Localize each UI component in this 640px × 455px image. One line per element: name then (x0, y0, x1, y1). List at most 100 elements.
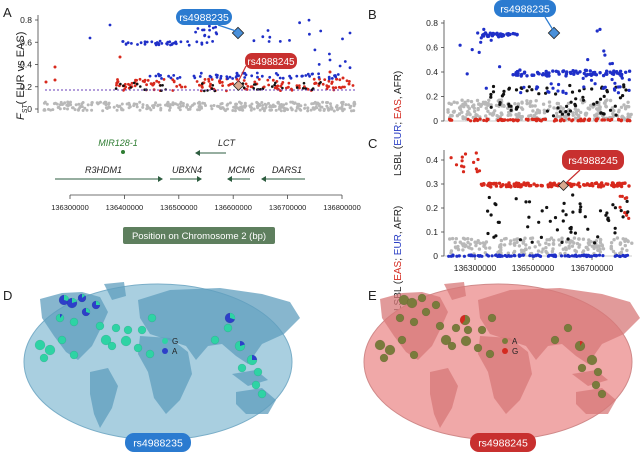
data-point (484, 240, 489, 244)
data-point (303, 106, 307, 110)
data-point (502, 89, 506, 93)
data-point (124, 42, 128, 46)
data-point (233, 109, 237, 113)
data-point (573, 231, 578, 235)
data-point (141, 103, 145, 107)
data-point (603, 53, 607, 57)
data-point (119, 82, 122, 86)
data-point (160, 42, 164, 45)
population-pie (379, 353, 389, 363)
data-point (564, 91, 568, 95)
snp-badge-e: rs4988245 (470, 433, 536, 452)
data-point (579, 205, 583, 209)
population-pie (39, 353, 49, 363)
data-point (610, 106, 615, 110)
data-point (601, 254, 605, 258)
data-point (81, 109, 85, 112)
data-point (524, 243, 528, 247)
population-pie (447, 341, 457, 351)
data-point (613, 226, 617, 230)
data-point (201, 28, 204, 32)
data-point (298, 107, 302, 111)
data-point (507, 87, 511, 91)
gene-label-lct: LCT (218, 138, 237, 148)
data-point (226, 107, 229, 111)
data-point (494, 184, 499, 188)
x-tick-label: 136600000 (214, 203, 252, 212)
data-point (537, 92, 541, 96)
data-point (66, 107, 69, 111)
data-point (482, 32, 486, 37)
ylabel-part: , AFR) (393, 206, 404, 234)
data-point (145, 40, 149, 44)
population-pie (111, 323, 121, 333)
data-point (257, 78, 261, 81)
panel-b: B LSBL (EUR; EAS, AFR) 0 0.2 0.4 0.6 0.8 rs4… (368, 0, 633, 176)
data-point (530, 236, 535, 240)
data-point (185, 104, 189, 107)
population-pie (69, 317, 79, 327)
data-point (316, 101, 320, 105)
data-point (219, 77, 223, 80)
data-point (544, 249, 548, 254)
data-point (518, 238, 523, 242)
data-point (539, 119, 543, 123)
gene-label-ubxn4: UBXN4 (172, 165, 202, 175)
data-point (141, 79, 145, 83)
data-point (121, 40, 125, 43)
data-point (608, 118, 612, 122)
data-point (570, 90, 575, 94)
data-point (78, 106, 82, 110)
data-point (571, 113, 575, 117)
data-point (517, 181, 521, 186)
y-tick-label: 0.2 (426, 203, 438, 213)
data-point (347, 82, 351, 86)
svg-text:rs4988235: rs4988235 (179, 12, 229, 24)
ylabel-part: ; (393, 119, 404, 125)
data-point (577, 89, 582, 93)
data-point (519, 184, 523, 189)
population-pie (417, 293, 427, 303)
data-point (478, 241, 482, 245)
world-map-e (363, 282, 640, 441)
data-point (485, 253, 489, 257)
data-point (476, 31, 480, 35)
data-point (468, 112, 472, 117)
data-point (526, 181, 530, 185)
data-point (528, 254, 532, 258)
data-point (186, 40, 190, 43)
data-point (334, 86, 338, 89)
data-point (618, 96, 623, 100)
data-point (449, 156, 453, 160)
data-point (469, 119, 473, 123)
data-point (600, 243, 604, 247)
data-point (544, 246, 548, 250)
data-point (58, 103, 62, 107)
data-point (549, 184, 554, 188)
data-point (466, 117, 470, 121)
population-pie (100, 334, 112, 346)
data-point (65, 103, 69, 107)
y-tick-label: 0.2 (20, 82, 32, 92)
data-point (596, 108, 600, 112)
data-point (198, 83, 201, 87)
data-point (330, 77, 334, 80)
data-point (499, 111, 503, 115)
data-point (328, 52, 331, 56)
data-point (117, 105, 121, 109)
data-point (566, 101, 571, 106)
data-point (523, 236, 527, 240)
data-point (301, 87, 305, 90)
population-pie (435, 321, 445, 331)
data-point (575, 241, 580, 246)
data-point (557, 238, 561, 242)
data-point (258, 103, 262, 107)
data-point (578, 208, 582, 212)
data-point (540, 184, 544, 188)
data-point (626, 239, 630, 244)
data-point (252, 83, 256, 86)
data-point (121, 108, 125, 112)
data-point (168, 106, 172, 110)
data-point (547, 74, 551, 78)
population-pie (223, 323, 233, 333)
